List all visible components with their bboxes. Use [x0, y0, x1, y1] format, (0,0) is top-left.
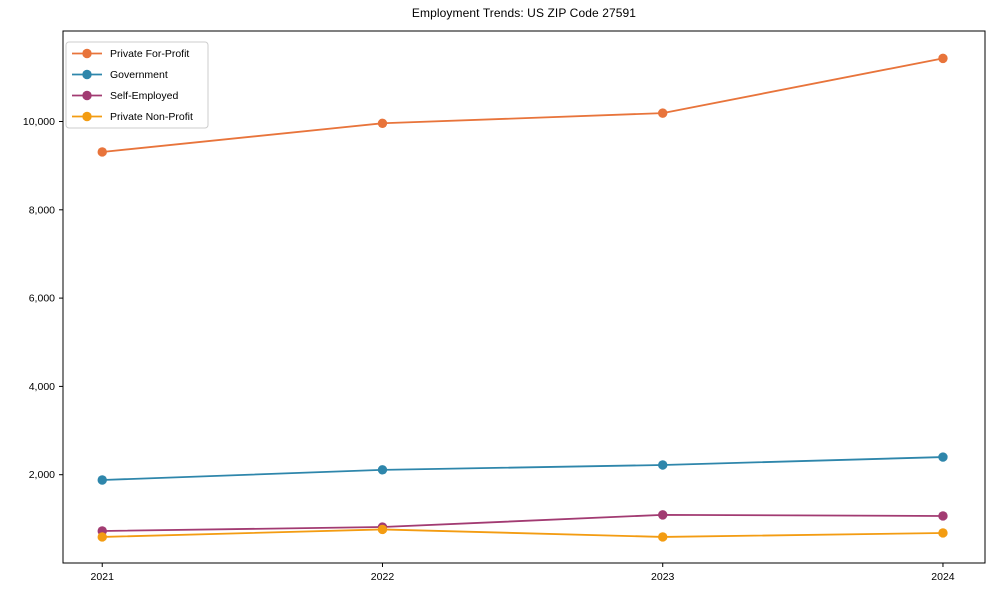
series-line-private-non-profit — [101, 528, 944, 538]
legend-label-private-for-profit: Private For-Profit — [110, 48, 189, 60]
legend-box — [65, 41, 209, 129]
series-line-self-employed — [101, 513, 944, 532]
data-point-private-non-profit-2024 — [938, 528, 948, 538]
data-point-private-non-profit-2021 — [97, 532, 107, 542]
x-tick-label: 2024 — [931, 571, 955, 583]
x-tick-label: 2021 — [91, 571, 115, 583]
y-tick-label: 8,000 — [29, 204, 55, 216]
legend-marker-government — [82, 69, 92, 80]
series-line-private-for-profit — [101, 57, 944, 153]
legend-label-self-employed: Self-Employed — [110, 90, 178, 102]
legend-marker-private-non-profit — [82, 111, 92, 122]
chart-title: Employment Trends: US ZIP Code 27591 — [411, 6, 637, 20]
data-point-self-employed-2023 — [658, 510, 668, 520]
y-tick-label: 2,000 — [29, 469, 55, 481]
data-point-private-for-profit-2023 — [658, 108, 668, 118]
y-tick-label: 10,000 — [23, 116, 55, 128]
legend-label-government: Government — [110, 69, 168, 81]
x-tick-label: 2023 — [651, 571, 675, 583]
data-point-government-2023 — [658, 460, 668, 470]
data-point-private-non-profit-2022 — [377, 524, 388, 535]
data-point-government-2024 — [938, 452, 948, 462]
data-point-government-2022 — [377, 465, 388, 475]
legend-marker-self-employed — [82, 90, 92, 101]
data-point-private-for-profit-2022 — [377, 118, 388, 128]
axes-frame — [62, 30, 986, 564]
data-point-government-2021 — [97, 475, 107, 485]
y-tick-label: 6,000 — [29, 293, 55, 305]
legend-marker-private-for-profit — [82, 48, 92, 59]
data-point-private-for-profit-2021 — [97, 147, 107, 157]
y-tick-label: 4,000 — [29, 381, 55, 393]
data-point-private-for-profit-2024 — [938, 53, 948, 64]
x-tick-label: 2022 — [371, 571, 395, 583]
data-point-private-non-profit-2023 — [658, 532, 668, 542]
data-point-self-employed-2024 — [938, 511, 948, 521]
series-line-government — [101, 456, 944, 481]
legend-label-private-non-profit: Private Non-Profit — [110, 111, 193, 123]
